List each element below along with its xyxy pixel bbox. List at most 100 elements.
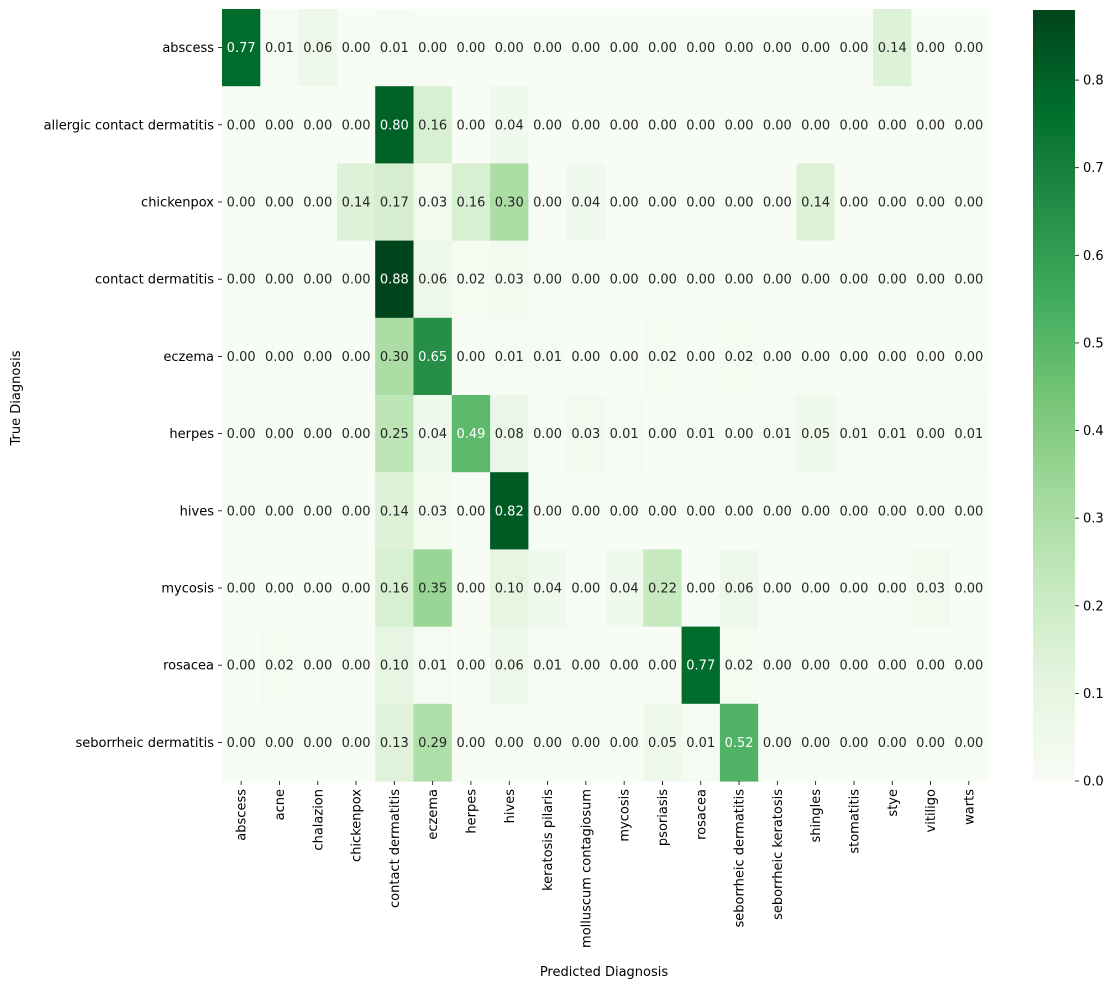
cell-value-label: 0.00	[265, 118, 294, 133]
heatmap-cell	[796, 703, 836, 782]
heatmap-cell	[911, 703, 951, 782]
heatmap-cell	[375, 472, 415, 550]
cell-value-label: 0.00	[763, 350, 792, 365]
heatmap-cell	[413, 317, 453, 396]
heatmap-cell	[413, 703, 453, 782]
cell-value-label: 0.00	[610, 504, 639, 519]
cell-value-label: 0.16	[456, 196, 485, 211]
heatmap-cell	[719, 703, 759, 782]
colorbar-tick-label: 0.5	[1083, 336, 1104, 351]
cell-value-label: 0.00	[686, 582, 715, 597]
heatmap-cell	[796, 240, 836, 319]
cell-value-label: 0.00	[916, 427, 945, 442]
heatmap-cell	[566, 626, 606, 705]
cell-value-label: 0.00	[456, 659, 485, 674]
heatmap-cell	[451, 86, 491, 164]
heatmap-cell	[834, 472, 874, 550]
cell-value-label: 0.03	[495, 273, 524, 288]
cell-value-label: 0.01	[686, 736, 715, 751]
cell-value-label: 0.01	[878, 427, 907, 442]
cell-value-label: 0.00	[839, 118, 868, 133]
cell-value-label: 0.01	[265, 41, 294, 56]
heatmap-cell	[413, 9, 453, 87]
cell-value-label: 0.00	[303, 118, 332, 133]
cell-value-label: 0.01	[610, 427, 639, 442]
heatmap-cell	[643, 703, 683, 782]
heatmap-cell	[681, 395, 721, 473]
heatmap-cell	[719, 9, 759, 87]
cell-value-label: 0.00	[456, 582, 485, 597]
heatmap-cell	[298, 86, 338, 164]
heatmap-cell	[758, 626, 798, 705]
heatmap-cell	[643, 317, 683, 396]
x-tick-label: warts	[962, 789, 977, 825]
cell-value-label: 0.00	[265, 427, 294, 442]
cell-value-label: 0.00	[342, 273, 371, 288]
heatmap-cell	[451, 240, 491, 319]
cell-value-label: 0.00	[303, 582, 332, 597]
heatmap-cell	[911, 86, 951, 164]
heatmap-cell	[681, 86, 721, 164]
heatmap-cell	[528, 626, 568, 705]
y-tick-label: eczema	[163, 350, 214, 365]
heatmap-cell	[451, 703, 491, 782]
cell-value-label: 0.00	[878, 504, 907, 519]
cell-value-label: 0.00	[878, 659, 907, 674]
cell-value-label: 0.00	[456, 41, 485, 56]
cell-value-label: 0.01	[954, 427, 983, 442]
y-tick-label: hives	[180, 504, 215, 519]
heatmap-cell	[413, 163, 453, 242]
cell-value-label: 0.00	[342, 427, 371, 442]
cell-value-label: 0.00	[763, 41, 792, 56]
cell-value-label: 0.00	[610, 196, 639, 211]
heatmap-cell	[834, 163, 874, 242]
cell-value-label: 0.00	[265, 196, 294, 211]
heatmap-cell	[451, 549, 491, 628]
heatmap-cell	[834, 317, 874, 396]
heatmap-cell	[605, 549, 644, 628]
heatmap-cell	[490, 549, 529, 628]
heatmap-cell	[911, 317, 951, 396]
x-axis-label: Predicted Diagnosis	[540, 965, 669, 980]
x-tick-label: mycosis	[618, 789, 633, 842]
heatmap-cell	[336, 9, 376, 87]
cell-value-label: 0.00	[265, 273, 294, 288]
cell-value-label: 0.49	[456, 427, 485, 442]
heatmap-cell	[605, 703, 644, 782]
heatmap-cell	[413, 395, 453, 473]
cell-value-label: 0.14	[380, 504, 409, 519]
cell-value-label: 0.00	[954, 350, 983, 365]
cell-value-label: 0.00	[456, 504, 485, 519]
heatmap-cell	[873, 317, 912, 396]
heatmap-cell	[260, 703, 300, 782]
y-axis-label: True Diagnosis	[9, 350, 24, 446]
cell-value-label: 0.00	[342, 41, 371, 56]
cell-value-label: 0.00	[533, 504, 562, 519]
cell-value-label: 0.14	[801, 196, 830, 211]
cell-value-label: 0.00	[801, 41, 830, 56]
cell-value-label: 0.13	[380, 736, 409, 751]
heatmap-cell	[298, 240, 338, 319]
cell-value-label: 0.00	[227, 427, 256, 442]
heatmap-cell	[375, 317, 415, 396]
heatmap-cell	[222, 395, 261, 473]
cell-value-label: 0.00	[763, 504, 792, 519]
heatmap-cell	[643, 86, 683, 164]
heatmap-cell	[260, 395, 300, 473]
heatmap-cell	[949, 703, 989, 782]
heatmap-cell	[260, 86, 300, 164]
cell-value-label: 0.00	[839, 41, 868, 56]
heatmap-cell	[643, 240, 683, 319]
heatmap-cell	[336, 626, 376, 705]
cell-value-label: 0.02	[265, 659, 294, 674]
cell-value-label: 0.00	[648, 504, 677, 519]
cell-value-label: 0.00	[456, 736, 485, 751]
heatmap-cell	[605, 9, 644, 87]
cell-value-label: 0.00	[610, 41, 639, 56]
heatmap-cell	[643, 549, 683, 628]
cell-value-label: 0.00	[763, 196, 792, 211]
cell-value-label: 0.00	[495, 41, 524, 56]
heatmap-cell	[873, 395, 912, 473]
heatmap-cell	[490, 240, 529, 319]
heatmap-cell	[222, 9, 261, 87]
